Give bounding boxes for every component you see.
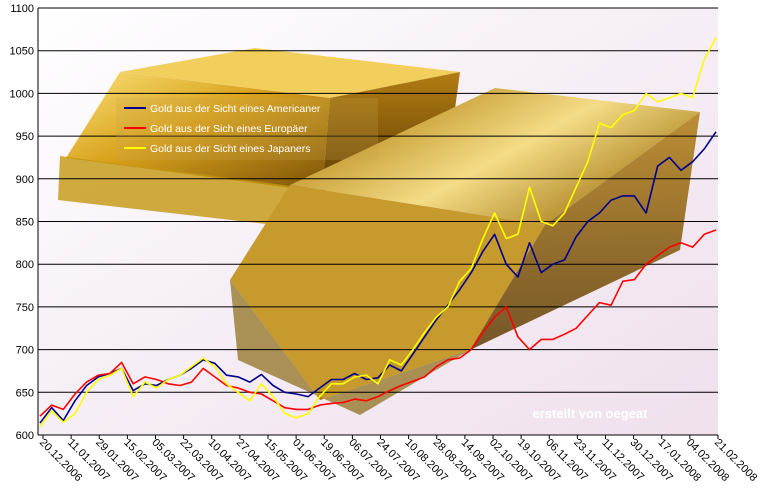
small-bar-front bbox=[66, 72, 330, 192]
legend-box bbox=[116, 98, 378, 160]
y-tick-label: 650 bbox=[16, 387, 34, 399]
legend-label: Gold aus der Sich eines Europäer bbox=[150, 123, 308, 135]
small-bar-base bbox=[58, 156, 322, 230]
series-line-3 bbox=[39, 37, 717, 427]
large-bar-top bbox=[290, 88, 700, 225]
y-tick-label: 950 bbox=[16, 131, 34, 143]
y-tick-label: 1050 bbox=[10, 46, 34, 58]
y-tick-label: 600 bbox=[16, 430, 34, 442]
y-tick-label: 750 bbox=[16, 302, 34, 314]
legend-label: Gold aus der Sicht eines Japaners bbox=[150, 143, 311, 155]
series-line-1 bbox=[39, 131, 717, 424]
legend-label: Gold aus der Sicht eines Americaner bbox=[150, 103, 321, 115]
large-bar-front bbox=[230, 185, 545, 400]
y-tick-label: 700 bbox=[16, 345, 34, 357]
y-tick-label: 1000 bbox=[10, 88, 34, 100]
gold-bars-image bbox=[58, 48, 700, 415]
chart-annotation: erstellt von oegeat bbox=[533, 406, 649, 421]
small-bar-top bbox=[120, 48, 460, 98]
y-tick-label: 850 bbox=[16, 217, 34, 229]
y-tick-label: 800 bbox=[16, 259, 34, 271]
large-bar-shadow bbox=[230, 280, 470, 415]
y-tick-label: 900 bbox=[16, 174, 34, 186]
series-line-2 bbox=[39, 229, 717, 417]
large-bar-side bbox=[470, 112, 700, 350]
y-tick-label: 1100 bbox=[10, 3, 34, 15]
